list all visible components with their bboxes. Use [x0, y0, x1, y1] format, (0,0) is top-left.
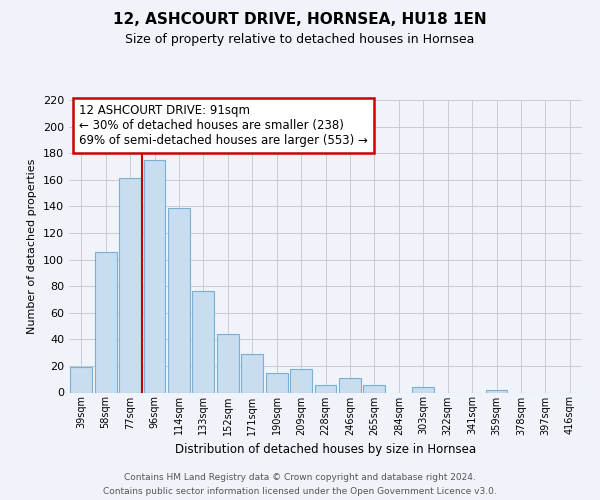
Bar	[70, 367, 92, 392]
Bar	[119, 178, 141, 392]
Text: Contains public sector information licensed under the Open Government Licence v3: Contains public sector information licen…	[103, 488, 497, 496]
Text: Size of property relative to detached houses in Hornsea: Size of property relative to detached ho…	[125, 32, 475, 46]
Bar	[143, 160, 166, 392]
Bar	[168, 208, 190, 392]
Bar	[266, 372, 287, 392]
Bar	[485, 390, 508, 392]
X-axis label: Distribution of detached houses by size in Hornsea: Distribution of detached houses by size …	[175, 443, 476, 456]
Text: 12 ASHCOURT DRIVE: 91sqm
← 30% of detached houses are smaller (238)
69% of semi-: 12 ASHCOURT DRIVE: 91sqm ← 30% of detach…	[79, 104, 368, 148]
Y-axis label: Number of detached properties: Number of detached properties	[28, 158, 37, 334]
Bar	[217, 334, 239, 392]
Bar	[95, 252, 116, 392]
Text: Contains HM Land Registry data © Crown copyright and database right 2024.: Contains HM Land Registry data © Crown c…	[124, 472, 476, 482]
Bar	[241, 354, 263, 393]
Bar	[290, 368, 312, 392]
Bar	[364, 384, 385, 392]
Bar	[412, 387, 434, 392]
Bar	[339, 378, 361, 392]
Bar	[314, 384, 337, 392]
Bar	[193, 292, 214, 392]
Text: 12, ASHCOURT DRIVE, HORNSEA, HU18 1EN: 12, ASHCOURT DRIVE, HORNSEA, HU18 1EN	[113, 12, 487, 28]
